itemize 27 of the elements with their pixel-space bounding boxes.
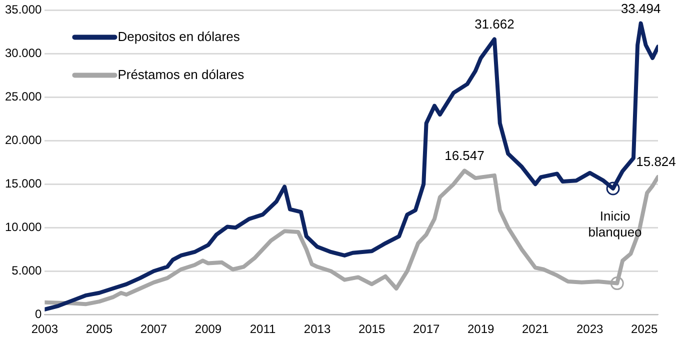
y-tick-label: 30.000 bbox=[5, 46, 42, 60]
x-tick-label: 2025 bbox=[631, 322, 658, 336]
x-tick-label: 2017 bbox=[412, 322, 440, 336]
x-tick-label: 2005 bbox=[86, 322, 113, 336]
x-tick-label: 2009 bbox=[194, 322, 222, 336]
y-tick-label: 20.000 bbox=[5, 132, 42, 147]
annotation: 31.662 bbox=[474, 16, 514, 32]
x-tick-label: 2003 bbox=[31, 322, 58, 336]
annotation: 15.824 bbox=[636, 154, 676, 170]
annotation: Inicio blanqueo bbox=[588, 208, 642, 240]
x-tick-label: 2011 bbox=[250, 322, 276, 336]
y-tick-label: 5.000 bbox=[12, 263, 42, 278]
x-tick-label: 2019 bbox=[467, 322, 494, 336]
x-tick-label: 2013 bbox=[304, 322, 331, 336]
x-tick-label: 2007 bbox=[140, 322, 168, 336]
y-tick-label: 15.000 bbox=[5, 176, 42, 190]
y-tick-label: 0 bbox=[35, 306, 42, 321]
x-tick-label: 2015 bbox=[358, 322, 386, 336]
annotation: 33.494 bbox=[620, 1, 661, 16]
x-tick-label: 2021 bbox=[522, 322, 550, 336]
annotation: 16.547 bbox=[444, 148, 484, 163]
y-tick-label: 25.000 bbox=[5, 89, 42, 104]
y-tick-label: 35.000 bbox=[5, 2, 42, 17]
legend-label: Préstamos en dólares bbox=[118, 66, 245, 82]
legend-label: Depositos en dólares bbox=[118, 28, 240, 44]
y-tick-label: 10.000 bbox=[5, 220, 42, 234]
x-tick-label: 2023 bbox=[576, 322, 604, 336]
